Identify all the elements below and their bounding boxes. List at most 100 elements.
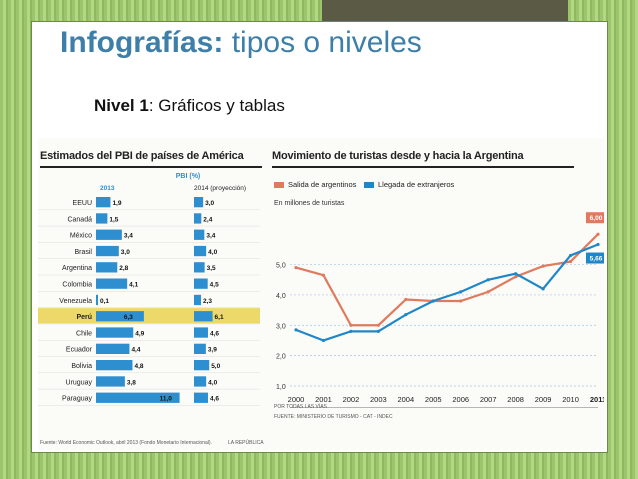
series-llegada-end-label: 5,66 [590,256,603,263]
bar-2014-label: 5,0 [211,363,220,370]
series-salida-point [514,275,518,279]
legend-swatch-salida [274,181,284,188]
series-llegada-line [295,243,599,342]
bar-2014-label: 3,4 [206,233,215,240]
legend-label-salida: Salida de argentinos [288,180,357,189]
bar-2013 [96,229,122,240]
bar-2013 [96,327,134,338]
bar-2014 [194,311,213,322]
bar-2013-label: 6,3 [124,314,133,321]
bar-2014-label: 4,6 [210,330,219,337]
series-salida-point [321,273,326,277]
series-salida-point [294,266,298,270]
series-llegada-point [486,278,490,282]
bar-2013 [96,262,118,273]
bar-2013 [96,294,98,306]
line-chart-rule [272,166,574,168]
bar-header: PBI (%) [176,173,201,180]
series-llegada-point [514,272,518,276]
line-chart-title: Movimiento de turistas desde y hacia la … [272,150,524,162]
slide: Infografías: tipos o niveles Nivel 1: Gr… [32,22,607,452]
line-chart: 1,0 2,0 3,0 4,0 5,0 2000 2001 2002 2003 2004 2005 2… [276,212,604,408]
bar-2014 [194,294,201,306]
y-tick-label: 5,0 [276,263,286,270]
slide-title-rest: tipos o niveles [223,26,422,59]
subtitle-bold: Nivel 1 [94,96,149,115]
bar-2013-label: 4,8 [134,363,143,370]
x-tick-label: 2006 [452,395,469,404]
highlight-row [38,308,260,324]
category-label: Colombia [62,282,92,289]
y-tick-label: 4,0 [276,293,286,300]
category-label: Ecuador [66,347,93,354]
series-salida-point [596,232,600,236]
series-llegada-point [349,329,353,333]
series-llegada-point [294,328,298,332]
series-salida-point [404,297,408,302]
subtitle-rest: : Gráficos y tablas [148,96,285,115]
series-llegada-point [459,290,463,294]
bar-2013-label: 4,4 [131,347,140,354]
bar-col2-label: 2014 (proyección) [194,185,246,192]
series-llegada-end-box [586,252,604,264]
y-tick-label: 1,0 [276,384,286,391]
x-tick-label: 2004 [397,395,414,404]
bar-2013 [96,360,133,371]
bar-2013-label: 3,0 [121,249,130,256]
series-llegada-point [431,299,435,303]
category-label: EEUU [73,200,92,207]
x-tick-label: 2002 [343,395,360,404]
bar-chart-rule [40,166,262,168]
series-salida-point [486,290,490,294]
bar-2014 [194,229,205,240]
category-label: Chile [76,330,92,337]
bar-2014 [194,262,205,273]
slide-title: Infografías: tipos o niveles [60,26,422,60]
x-tick-label: 2001 [315,395,332,404]
x-tick-label: 2007 [480,395,497,404]
category-label: Canadá [67,216,92,223]
series-salida-point [568,259,573,264]
series-salida-point [349,323,353,327]
x-tick-label: 2005 [425,395,442,404]
bar-2013 [96,213,108,224]
series-salida-line [295,233,599,327]
series-salida-end-box [586,212,604,224]
bar-2014 [194,197,204,208]
bar-2014-label: 3,5 [207,265,216,272]
line-note-1: POR TODAS LAS VÍAS [274,404,327,410]
line-ylabel: En millones de turistas [274,200,345,207]
legend-swatch-llegada [364,181,374,188]
bar-2014 [194,376,207,387]
bar-2013-label: 1,5 [109,216,118,223]
legend-item-salida: Salida de argentinos [274,180,356,189]
series-llegada-point [541,287,545,291]
bar-2013 [96,392,180,403]
x-tick-label: 2010 [562,395,579,404]
bar-2014-label: 4,0 [208,379,217,386]
category-label: Uruguay [66,379,93,386]
bar-chart: PBI (%) 2013 2014 (proyección) EEUU 1,9 3,0 Ca… [38,173,260,406]
series-salida-end-label: 6,00 [590,215,603,222]
series-llegada-point [404,313,408,317]
x-tick-label: 2003 [370,395,387,404]
series-llegada-point [376,329,380,333]
bar-2013-label: 1,9 [112,200,121,207]
bar-2013 [96,376,125,387]
category-label: Perú [76,314,92,321]
series-salida-point [541,264,545,268]
series-llegada-point [321,338,326,343]
bar-2014 [194,392,208,403]
bar-2014 [194,327,208,338]
slide-title-bold: Infografías: [60,26,224,59]
bar-2013-label: 4,9 [135,330,144,337]
bar-2014-label: 4,5 [210,282,219,289]
series-salida-point [376,323,380,327]
bar-2013-label: 4,1 [129,282,138,289]
bar-2014-label: 6,1 [215,314,224,321]
bar-2014 [194,213,202,224]
bar-2013-label: 3,8 [127,379,136,386]
bar-2014 [194,343,206,354]
category-label: Venezuela [59,298,92,305]
bar-2014-label: 3,0 [205,200,214,207]
